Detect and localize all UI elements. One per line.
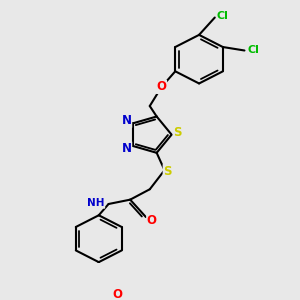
Text: O: O bbox=[157, 80, 166, 93]
Text: NH: NH bbox=[87, 198, 105, 208]
Text: O: O bbox=[147, 214, 157, 227]
Text: N: N bbox=[122, 142, 132, 155]
Text: Cl: Cl bbox=[217, 11, 229, 21]
Text: O: O bbox=[112, 288, 122, 300]
Text: S: S bbox=[163, 164, 172, 178]
Text: N: N bbox=[122, 114, 132, 127]
Text: Cl: Cl bbox=[248, 46, 259, 56]
Text: S: S bbox=[173, 126, 182, 140]
